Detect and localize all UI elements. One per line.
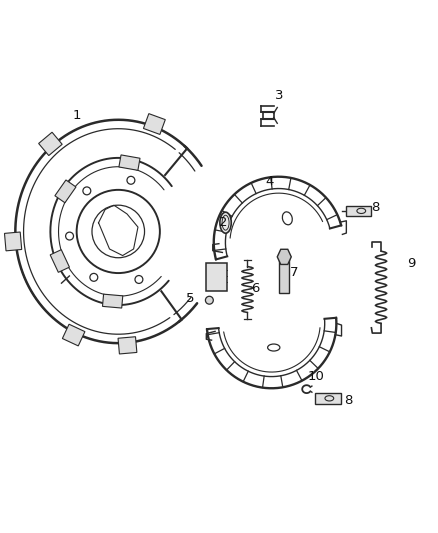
Text: 5: 5 xyxy=(186,293,195,305)
Polygon shape xyxy=(143,114,165,134)
Text: 3: 3 xyxy=(275,89,283,102)
Polygon shape xyxy=(119,155,140,171)
Circle shape xyxy=(205,296,213,304)
Polygon shape xyxy=(206,263,227,292)
Text: 1: 1 xyxy=(72,109,81,122)
Text: 9: 9 xyxy=(407,257,416,270)
Polygon shape xyxy=(315,393,341,403)
Circle shape xyxy=(135,276,143,284)
Polygon shape xyxy=(62,324,85,346)
Circle shape xyxy=(127,176,135,184)
Ellipse shape xyxy=(220,212,231,233)
Polygon shape xyxy=(39,132,62,156)
Circle shape xyxy=(90,273,98,281)
Text: 8: 8 xyxy=(371,201,380,214)
Text: 6: 6 xyxy=(251,282,260,295)
Circle shape xyxy=(66,232,74,240)
Polygon shape xyxy=(102,294,123,308)
Text: 7: 7 xyxy=(290,265,299,279)
Polygon shape xyxy=(346,206,371,216)
Polygon shape xyxy=(118,337,137,354)
Text: 4: 4 xyxy=(265,175,274,189)
Circle shape xyxy=(83,187,91,195)
Polygon shape xyxy=(55,180,76,203)
Polygon shape xyxy=(279,257,289,293)
Text: 10: 10 xyxy=(308,370,325,383)
Text: 2: 2 xyxy=(219,216,228,229)
Text: 8: 8 xyxy=(344,394,353,407)
Polygon shape xyxy=(4,232,22,251)
Polygon shape xyxy=(277,249,291,264)
Polygon shape xyxy=(50,249,70,272)
